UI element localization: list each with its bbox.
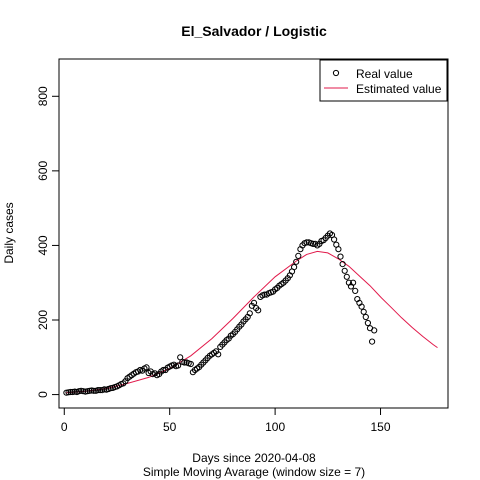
estimated-value-line (66, 250, 438, 394)
real-value-point (80, 388, 87, 395)
y-tick-label: 200 (36, 310, 50, 330)
y-tick-label: 800 (36, 86, 50, 106)
real-value-point (65, 389, 72, 396)
real-value-point (107, 385, 114, 392)
x-tick-label: 50 (163, 420, 177, 434)
y-tick-label: 400 (36, 235, 50, 255)
series-real-value (63, 230, 378, 396)
real-value-point (101, 386, 108, 393)
real-value-point (187, 360, 194, 368)
x-axis: 0 50 100 150 (61, 407, 391, 434)
real-value-point (181, 359, 188, 366)
real-value-point (341, 267, 348, 274)
real-value-point (67, 388, 74, 396)
real-value-point (293, 258, 300, 265)
real-value-point (352, 287, 359, 294)
real-value-point (358, 303, 365, 310)
real-value-point (175, 362, 182, 369)
y-axis: 0 200 400 600 800 (36, 86, 60, 398)
real-value-point (295, 252, 302, 259)
real-value-point (250, 299, 258, 306)
y-tick-label: 0 (36, 391, 50, 398)
real-value-point (97, 387, 104, 394)
real-value-point (86, 387, 93, 394)
real-value-point (215, 351, 222, 358)
real-value-point (94, 387, 102, 394)
real-value-point (310, 240, 317, 247)
real-value-point (255, 307, 262, 314)
y-tick-label: 600 (36, 161, 50, 181)
real-value-point (339, 261, 346, 268)
real-value-point (364, 319, 371, 327)
real-value-point (303, 239, 310, 246)
real-value-point (369, 338, 376, 345)
real-value-point (331, 236, 338, 243)
chart-title: El_Salvador / Logistic (181, 23, 327, 39)
real-value-point (90, 387, 97, 394)
real-value-point (337, 253, 344, 260)
real-value-point (143, 364, 150, 371)
legend-label-estimated-value: Estimated value (356, 82, 442, 96)
x-axis-label: Days since 2020-04-08 (192, 451, 316, 465)
legend-label-real-value: Real value (356, 67, 413, 81)
x-axis-sublabel: Simple Moving Avarage (window size = 7) (143, 465, 365, 479)
real-value-point (246, 310, 253, 317)
real-value-point (291, 264, 298, 271)
real-value-point (343, 273, 350, 280)
x-tick-label: 100 (265, 420, 285, 434)
real-value-point (335, 246, 342, 253)
series-estimated-value (66, 250, 438, 394)
x-tick-label: 0 (61, 420, 68, 434)
real-value-point (371, 327, 378, 334)
real-value-point (362, 313, 369, 321)
real-value-point (360, 308, 367, 315)
real-value-point (261, 291, 268, 298)
x-tick-label: 150 (371, 420, 391, 434)
real-value-point (350, 279, 357, 286)
legend-box (319, 59, 448, 102)
legend: Real value Estimated value (319, 59, 448, 102)
legend-marker-real-value (332, 69, 340, 77)
real-value-point (88, 387, 95, 394)
y-axis-label: Daily cases (2, 202, 16, 263)
